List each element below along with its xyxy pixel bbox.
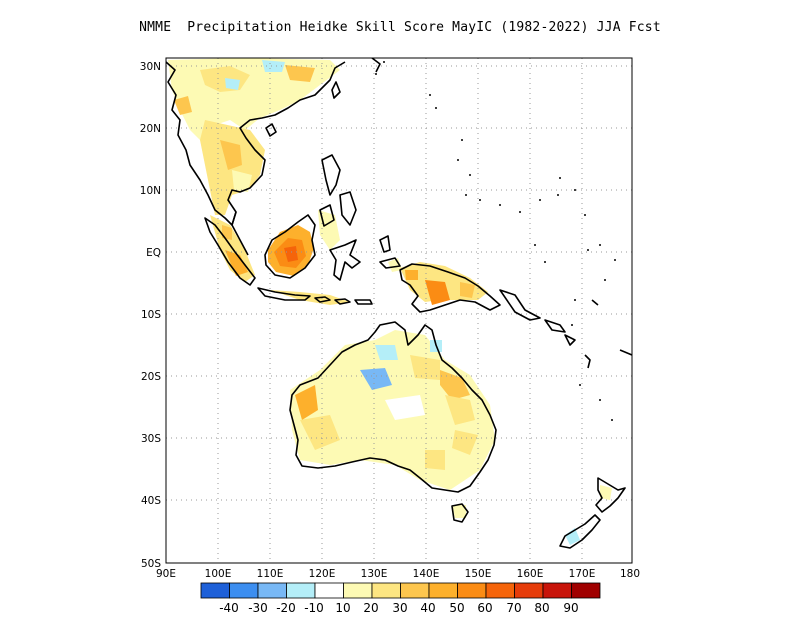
- colorbar-label: -40: [219, 601, 239, 615]
- lat-labels: 30N 20N 10N EQ 10S 20S 30S 40S 50S: [140, 61, 162, 570]
- colorbar-label: 40: [420, 601, 435, 615]
- colorbar-label: -20: [276, 601, 296, 615]
- lon-labels: 90E 100E 110E 120E 130E 140E 150E 160E 1…: [156, 568, 640, 580]
- colorbar-swatch: [514, 582, 544, 599]
- pacific-islands: [375, 61, 616, 421]
- colorbar-swatch: [314, 582, 344, 599]
- colorbar-label: 50: [449, 601, 464, 615]
- coastlines: [165, 57, 633, 549]
- colorbar: [200, 582, 601, 599]
- colorbar-swatch: [542, 582, 572, 599]
- colorbar-label: 60: [477, 601, 492, 615]
- colorbar-label: 80: [534, 601, 549, 615]
- graticule: [166, 58, 632, 563]
- colorbar-swatch: [571, 582, 601, 599]
- lon-label: 160E: [517, 568, 544, 580]
- map-frame: [165, 57, 633, 564]
- lon-label: 150E: [465, 568, 492, 580]
- colorbar-label: 70: [506, 601, 521, 615]
- colorbar-label: -30: [248, 601, 268, 615]
- skill-shading: [168, 58, 612, 545]
- colorbar-swatch: [286, 582, 316, 599]
- colorbar-swatch: [428, 582, 458, 599]
- lat-label: 40S: [141, 495, 161, 507]
- colorbar-swatch: [485, 582, 515, 599]
- lat-label: 10N: [140, 185, 161, 197]
- lon-label: 180: [620, 568, 640, 580]
- colorbar-swatch: [200, 582, 230, 599]
- lon-label: 130E: [361, 568, 388, 580]
- lat-label: 50S: [141, 558, 161, 570]
- colorbar-label: 30: [392, 601, 407, 615]
- lon-label: 120E: [309, 568, 336, 580]
- lat-label: 30N: [140, 61, 161, 73]
- colorbar-swatch: [343, 582, 373, 599]
- lon-label: 170E: [569, 568, 596, 580]
- lat-label: 30S: [141, 433, 161, 445]
- colorbar-label: 10: [335, 601, 350, 615]
- lon-label: 90E: [156, 568, 176, 580]
- colorbar-swatch: [257, 582, 287, 599]
- colorbar-label: 90: [563, 601, 578, 615]
- colorbar-label: 20: [363, 601, 378, 615]
- colorbar-swatch: [457, 582, 487, 599]
- lat-label: 20N: [140, 123, 161, 135]
- lat-label: 20S: [141, 371, 161, 383]
- lon-label: 110E: [257, 568, 284, 580]
- lon-label: 140E: [413, 568, 440, 580]
- colorbar-label: -10: [304, 601, 324, 615]
- colorbar-swatch: [229, 582, 259, 599]
- lat-label: EQ: [146, 247, 161, 259]
- colorbar-swatch: [400, 582, 430, 599]
- lon-label: 100E: [205, 568, 232, 580]
- map-title: NMME Precipitation Heidke Skill Score Ma…: [139, 20, 661, 35]
- lat-label: 10S: [141, 309, 161, 321]
- colorbar-swatch: [371, 582, 401, 599]
- colorbar-labels: -40 -30 -20 -10 10 20 30 40 50 60 70 80 …: [219, 601, 578, 615]
